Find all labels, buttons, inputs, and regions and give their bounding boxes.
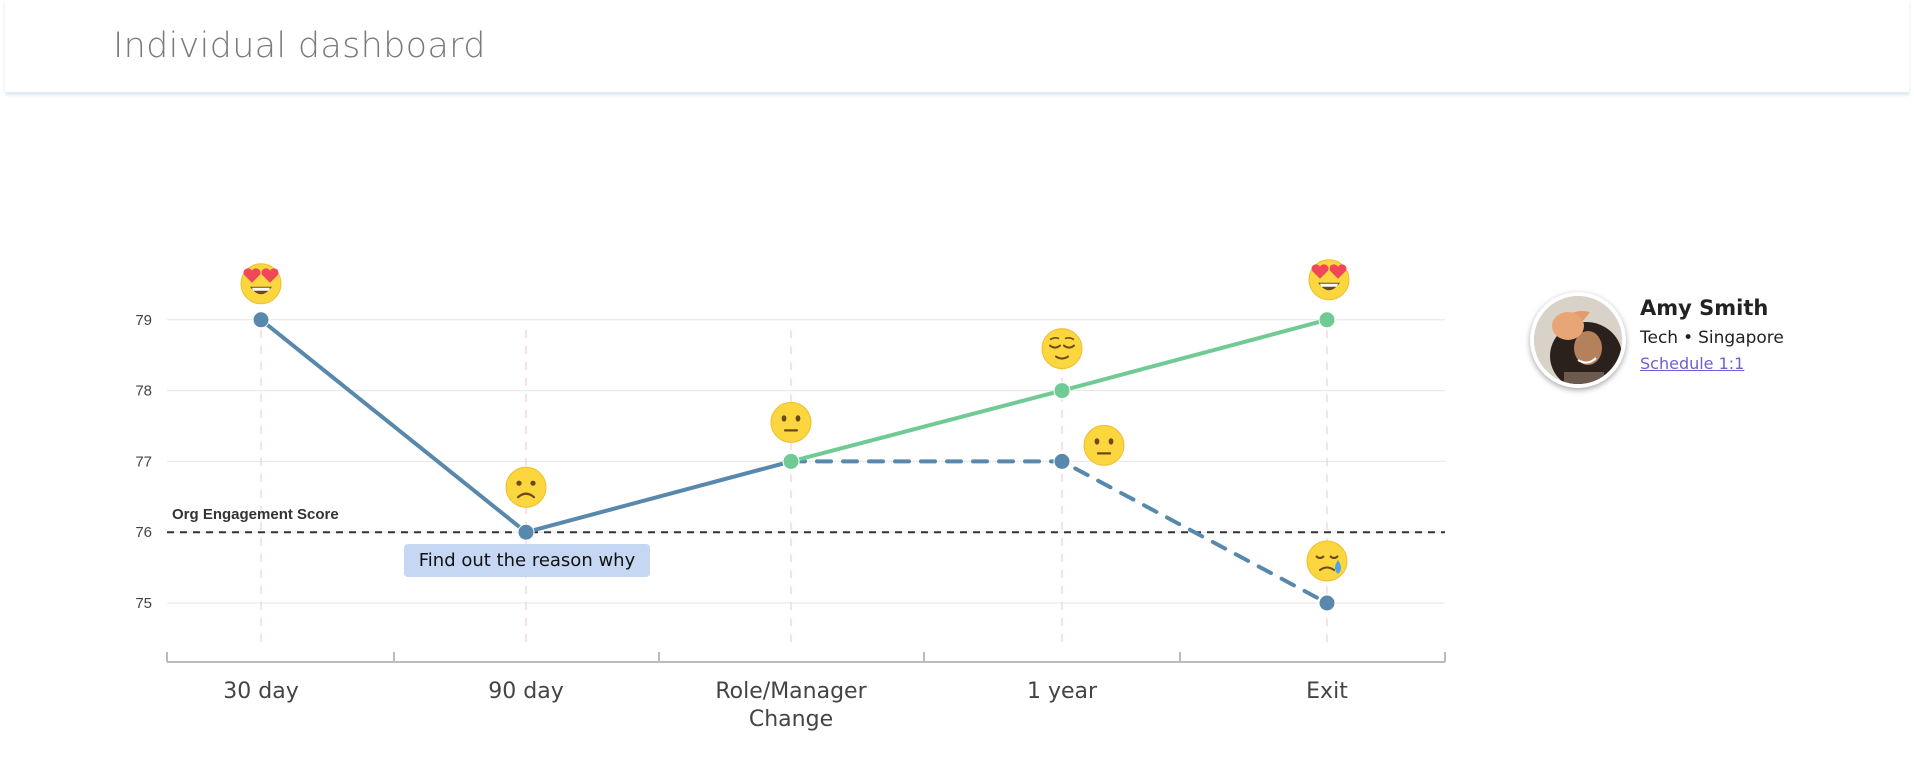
x-category-label: Exit <box>1306 679 1348 704</box>
heart-eyes-emoji-icon <box>1308 259 1350 301</box>
data-point[interactable] <box>1318 311 1336 329</box>
data-point[interactable] <box>1318 594 1336 612</box>
sad-emoji-icon <box>505 466 547 508</box>
x-category-label: 90 day <box>488 679 563 704</box>
avatar <box>1530 292 1626 388</box>
avatar-photo-icon <box>1534 296 1622 384</box>
crying-emoji-icon <box>1306 540 1348 582</box>
x-category-label: 1 year <box>1027 679 1098 704</box>
employee-name: Amy Smith <box>1640 296 1769 320</box>
x-category-label: Role/Manager Change <box>715 679 867 732</box>
x-category-label: 30 day <box>223 679 298 704</box>
data-point[interactable] <box>517 523 535 541</box>
employee-meta: Tech • Singapore <box>1640 328 1784 348</box>
neutral-emoji-icon <box>770 401 812 443</box>
relieved-emoji-icon <box>1041 328 1083 370</box>
employee-profile-card: Amy Smith Tech • Singapore Schedule 1:1 <box>1530 292 1860 388</box>
y-tick-label: 75 <box>135 595 152 612</box>
employee-location: Singapore <box>1698 328 1784 348</box>
data-point[interactable] <box>252 311 270 329</box>
employee-department: Tech <box>1640 328 1679 348</box>
data-point[interactable] <box>782 452 800 470</box>
schedule-one-on-one-link[interactable]: Schedule 1:1 <box>1640 354 1745 373</box>
y-tick-label: 76 <box>135 524 152 541</box>
page-title: Individual dashboard <box>113 26 486 66</box>
page-header: Individual dashboard <box>5 0 1909 93</box>
data-point[interactable] <box>1053 452 1071 470</box>
find-reason-callout[interactable]: Find out the reason why <box>404 544 650 577</box>
data-point[interactable] <box>1053 382 1071 400</box>
y-tick-label: 78 <box>135 383 152 400</box>
y-tick-label: 77 <box>135 453 152 470</box>
heart-eyes-emoji-icon <box>240 263 282 305</box>
meta-separator: • <box>1683 328 1694 348</box>
y-tick-label: 79 <box>135 312 152 329</box>
neutral-emoji-icon <box>1083 424 1125 466</box>
org-engagement-label: Org Engagement Score <box>172 506 339 523</box>
